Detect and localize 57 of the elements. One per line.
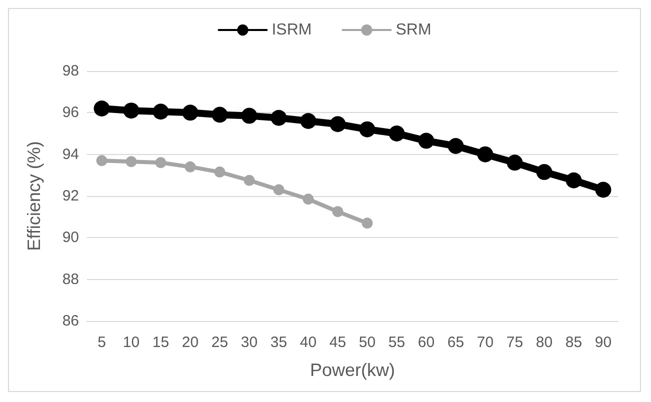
point (184, 161, 196, 172)
point (302, 194, 314, 205)
x-tick-label: 80 (536, 334, 553, 351)
y-tick-label: 96 (62, 104, 79, 122)
point (362, 218, 373, 229)
x-tick-label: 50 (358, 334, 376, 351)
point (214, 166, 226, 178)
x-tick-label: 30 (240, 334, 258, 351)
point (477, 146, 494, 162)
y-axis-title: Efficiency (%) (24, 141, 44, 251)
point (330, 116, 346, 132)
x-tick-label: 60 (418, 334, 435, 351)
point (96, 155, 108, 166)
point (241, 108, 258, 124)
point (212, 106, 228, 123)
point (94, 100, 110, 116)
point (359, 121, 376, 138)
point (418, 132, 434, 149)
point (182, 104, 198, 121)
point (566, 172, 582, 188)
x-tick-label: 70 (476, 334, 494, 351)
x-tick-label: 45 (329, 334, 346, 351)
point (595, 182, 612, 198)
y-tick-label: 86 (62, 312, 79, 330)
x-tick-label: 20 (182, 334, 199, 351)
y-tick-label: 98 (62, 62, 79, 80)
point (506, 154, 523, 171)
x-tick-label: 90 (594, 334, 612, 351)
point (332, 206, 344, 218)
y-tick-label: 94 (62, 146, 79, 163)
point (270, 110, 287, 126)
point (300, 113, 316, 129)
point (126, 156, 137, 168)
x-tick-label: 55 (388, 334, 406, 351)
x-axis-title: Power(kw) (310, 360, 396, 380)
point (388, 126, 405, 142)
legend-label: SRM (396, 22, 432, 38)
legend-label: ISRM (272, 22, 312, 38)
x-tick-label: 85 (565, 334, 582, 351)
point (536, 164, 552, 180)
point (152, 104, 169, 120)
x-tick-label: 40 (300, 334, 317, 351)
point (448, 138, 464, 154)
point (123, 102, 140, 119)
x-tick-label: 65 (447, 334, 464, 351)
y-tick-label: 88 (62, 270, 79, 288)
point (273, 184, 284, 196)
point (155, 157, 166, 168)
x-tick-label: 10 (122, 334, 140, 351)
x-tick-label: 35 (270, 334, 288, 351)
y-tick-label: 90 (62, 229, 79, 246)
x-tick-label: 25 (211, 334, 228, 351)
y-tick-label: 92 (62, 188, 79, 204)
x-tick-label: 75 (506, 334, 524, 351)
point (244, 174, 255, 186)
x-tick-label: 5 (98, 334, 106, 351)
x-tick-label: 15 (152, 334, 170, 351)
